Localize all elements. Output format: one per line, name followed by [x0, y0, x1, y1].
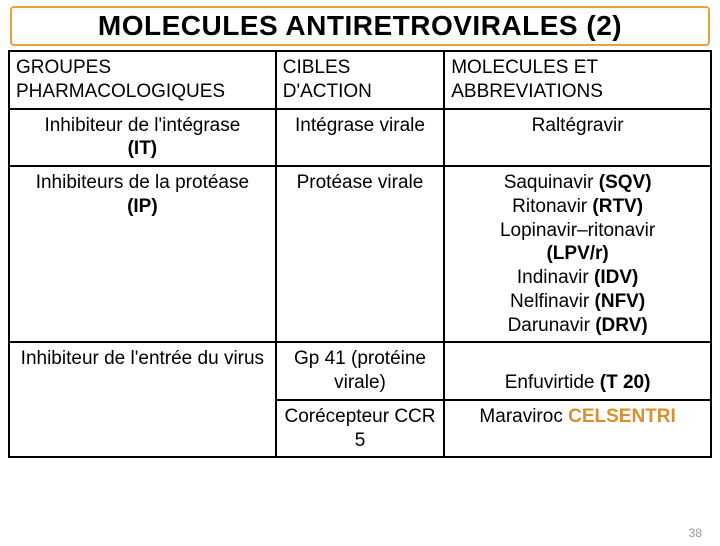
molecule-label: Indinavir (IDV): [451, 266, 704, 290]
page-number: 38: [689, 526, 702, 540]
molecule-label: Maraviroc CELSENTRI: [479, 406, 675, 427]
cell-target: Intégrase virale: [276, 109, 444, 167]
cell-molecules: Maraviroc CELSENTRI: [444, 400, 711, 458]
table-row: Inhibiteur de l'intégrase (IT) Intégrase…: [9, 109, 711, 167]
molecule-label: Darunavir (DRV): [451, 314, 704, 338]
molecule-label: Ritonavir (RTV): [451, 195, 704, 219]
col-header-targets: CIBLES D'ACTION: [276, 51, 444, 109]
cell-target: Corécepteur CCR 5: [276, 400, 444, 458]
cell-group: Inhibiteur de l'intégrase (IT): [9, 109, 276, 167]
cell-group: Inhibiteurs de la protéase (IP): [9, 166, 276, 342]
cell-group: Inhibiteur de l'entrée du virus: [9, 342, 276, 457]
molecule-label: Nelfinavir (NFV): [451, 290, 704, 314]
table-row: Inhibiteurs de la protéase (IP) Protéase…: [9, 166, 711, 342]
col-header-molecules: MOLECULES ET ABBREVIATIONS: [444, 51, 711, 109]
table-row: Inhibiteur de l'entrée du virus Gp 41 (p…: [9, 342, 711, 400]
molecule-label: Enfuvirtide (T 20): [505, 372, 651, 393]
cell-molecules: Raltégravir: [444, 109, 711, 167]
molecule-label: (LPV/r): [451, 242, 704, 266]
group-abbr: (IT): [128, 138, 158, 159]
title-box: MOLECULES ANTIRETROVIRALES (2): [10, 6, 710, 46]
cell-molecules: Saquinavir (SQV) Ritonavir (RTV) Lopinav…: [444, 166, 711, 342]
col-header-groups: GROUPES PHARMACOLOGIQUES: [9, 51, 276, 109]
group-abbr: (IP): [127, 196, 158, 217]
group-name: Inhibiteurs de la protéase: [36, 172, 249, 193]
molecule-label: Saquinavir (SQV): [451, 171, 704, 195]
antiretrovirals-table: GROUPES PHARMACOLOGIQUES CIBLES D'ACTION…: [8, 50, 712, 458]
page-title: MOLECULES ANTIRETROVIRALES (2): [20, 10, 700, 42]
cell-target: Protéase virale: [276, 166, 444, 342]
cell-target: Gp 41 (protéine virale): [276, 342, 444, 400]
molecule-label: Raltégravir: [451, 114, 704, 138]
molecule-label: Lopinavir–ritonavir: [451, 219, 704, 243]
table-header-row: GROUPES PHARMACOLOGIQUES CIBLES D'ACTION…: [9, 51, 711, 109]
cell-molecules: Enfuvirtide (T 20): [444, 342, 711, 400]
group-name: Inhibiteur de l'intégrase: [44, 115, 240, 136]
